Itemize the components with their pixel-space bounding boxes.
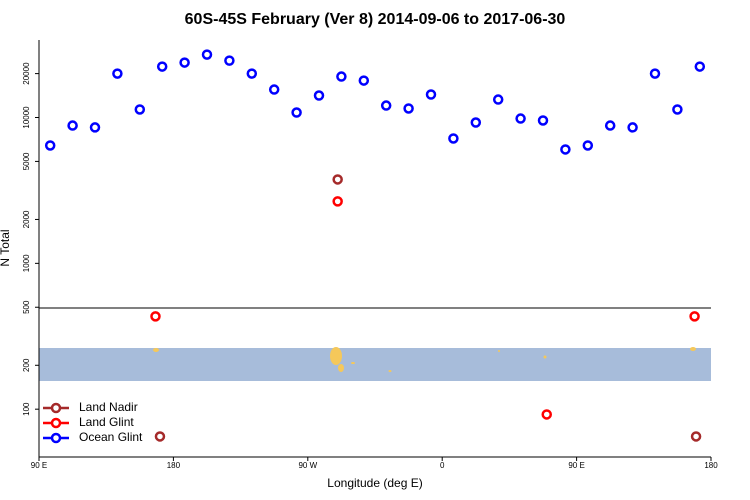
point: [224, 55, 235, 66]
x-tick-label: 180: [704, 461, 718, 470]
point: [134, 104, 146, 115]
point: [336, 71, 347, 82]
point: [541, 409, 552, 420]
y-tick-label: 2000: [22, 210, 31, 228]
point: [154, 431, 166, 442]
y-tick-label: 200: [22, 358, 31, 372]
point: [672, 104, 683, 115]
legend-label: Land Nadir: [79, 400, 138, 414]
point: [604, 120, 616, 131]
point: [515, 113, 526, 124]
x-tick-label: 90 E: [568, 461, 584, 470]
point: [627, 122, 638, 133]
point: [332, 196, 343, 207]
point: [201, 49, 213, 60]
point: [112, 68, 123, 79]
point: [67, 120, 78, 131]
point: [380, 100, 392, 111]
legend-marker: [50, 417, 62, 429]
legend-label: Land Glint: [79, 415, 134, 429]
y-tick-label: 500: [22, 300, 31, 314]
point: [156, 61, 168, 72]
point: [649, 68, 661, 79]
y-tick-label: 5000: [22, 152, 31, 170]
point: [179, 57, 190, 68]
point: [358, 75, 370, 86]
point: [89, 122, 101, 133]
point: [268, 84, 280, 95]
y-axis-title: N Total: [0, 229, 12, 266]
x-tick-label: 0: [440, 461, 445, 470]
x-tick-label: 90 W: [298, 461, 317, 470]
point: [291, 107, 302, 118]
point: [470, 117, 482, 128]
y-tick-label: 20000: [22, 62, 31, 85]
map-band: [39, 348, 711, 381]
point: [694, 61, 706, 72]
point: [403, 103, 414, 114]
chart-title: 60S-45S February (Ver 8) 2014-09-06 to 2…: [185, 11, 566, 28]
point: [689, 311, 700, 322]
point: [537, 115, 549, 126]
point: [150, 311, 161, 322]
x-tick-label: 90 E: [31, 461, 47, 470]
point: [425, 89, 437, 100]
land-shapes: [153, 347, 696, 372]
legend-label: Ocean Glint: [79, 430, 143, 444]
legend-marker: [50, 432, 62, 444]
y-tick-label: 100: [22, 402, 31, 416]
point: [560, 144, 571, 155]
point: [246, 68, 258, 79]
point: [332, 174, 343, 185]
point: [582, 140, 594, 151]
y-tick-label: 10000: [22, 106, 31, 129]
x-tick-label: 180: [167, 461, 181, 470]
y-tick-label: 1000: [22, 254, 31, 272]
legend-marker: [50, 402, 62, 414]
point: [492, 94, 504, 105]
point: [448, 133, 459, 144]
x-axis-title: Longitude (deg E): [327, 476, 422, 490]
point: [690, 431, 702, 442]
point: [44, 140, 56, 151]
point: [313, 90, 325, 101]
